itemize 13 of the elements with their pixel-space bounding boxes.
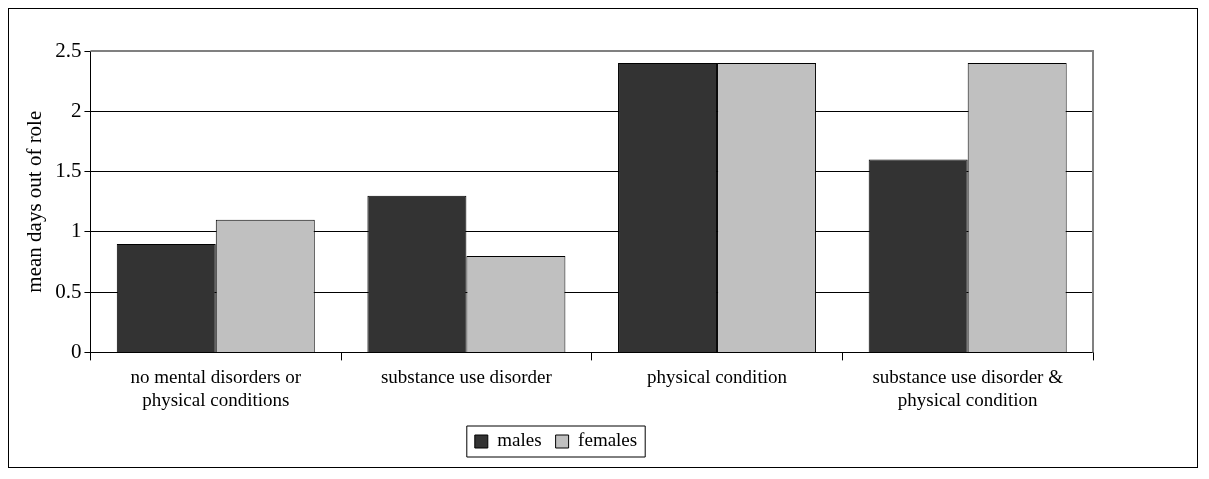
x-tick-label: physical condition	[647, 365, 788, 387]
legend-label: females	[578, 429, 638, 451]
y-tick-label: 2	[70, 97, 82, 122]
legend-label: males	[497, 429, 542, 451]
x-tick-label: no mental disorders or physical conditions	[130, 365, 302, 410]
y-tick-label: 1.5	[55, 158, 82, 183]
x-tick-label: substance use disorder & physical condition	[872, 365, 1064, 410]
y-tick-label: 2.5	[55, 37, 82, 62]
y-axis-title: mean days out of role	[22, 110, 47, 293]
y-tick-label: 0.5	[55, 278, 82, 303]
y-tick-label: 0	[70, 338, 82, 363]
x-tick-label: substance use disorder	[380, 365, 553, 387]
y-tick-label: 1	[70, 218, 82, 243]
